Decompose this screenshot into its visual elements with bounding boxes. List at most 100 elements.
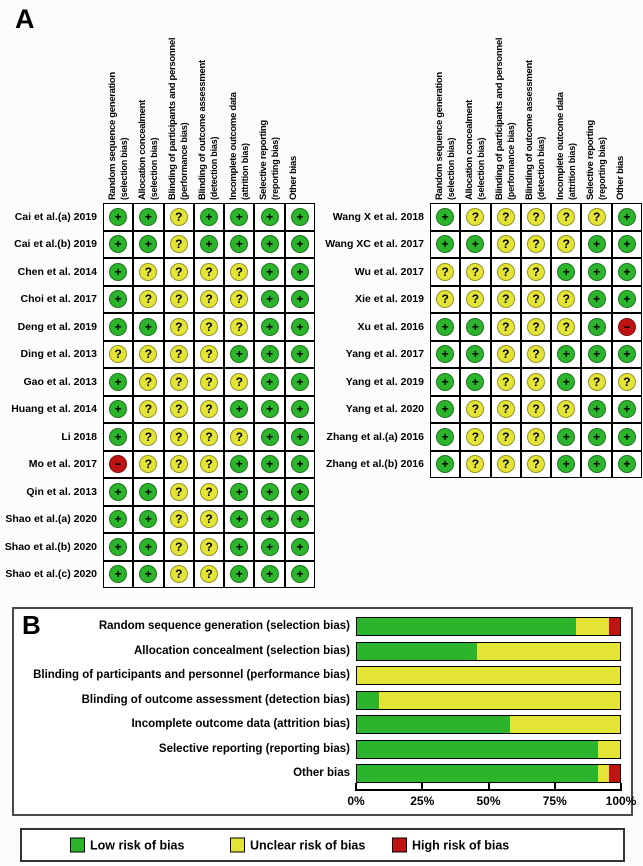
study-label: Huang et al. 2014 xyxy=(11,403,97,416)
column-header-subname: (attrition bias) xyxy=(239,143,250,200)
rating-cell: + xyxy=(460,340,491,368)
rating-circle-unclear: ? xyxy=(169,290,188,309)
rating-cell: + xyxy=(460,313,491,341)
rating-cell: + xyxy=(224,533,255,561)
rating-cell: + xyxy=(103,258,134,286)
rating-cell: + xyxy=(103,533,134,561)
column-header-name: Incomplete outcome data xyxy=(554,92,566,200)
study-row: Zhang et al.(a) 2016 +??? + + + xyxy=(317,423,643,451)
rating-cell: + xyxy=(581,423,612,451)
rating-cell: ? xyxy=(520,203,552,231)
rating-circle-unclear: ? xyxy=(557,317,576,336)
rating-circle-low: + xyxy=(230,235,249,254)
study-label: Qin et al. 2013 xyxy=(26,485,97,498)
x-axis-tick-label: 0% xyxy=(347,794,365,808)
rating-circle-low: + xyxy=(260,455,279,474)
rating-circle-unclear: ? xyxy=(200,565,219,584)
rating-cell: ? xyxy=(490,230,521,258)
rating-circle-low: + xyxy=(109,207,128,226)
rating-circle-low: + xyxy=(587,290,606,309)
rating-circle-unclear: ? xyxy=(496,372,515,391)
rating-cell: + xyxy=(254,423,285,451)
study-row: Qin et al. 2013 + +?? + + + xyxy=(3,478,316,506)
rating-cell: + xyxy=(224,230,255,258)
rating-circle-unclear: ? xyxy=(617,372,636,391)
rating-circle-low: + xyxy=(290,565,309,584)
study-row: Ding et al. 2013???? + + + xyxy=(3,340,316,368)
rating-circle-unclear: ? xyxy=(139,427,158,446)
column-header-subname: (reporting bias) xyxy=(597,137,607,200)
rating-cell: ? xyxy=(460,450,491,478)
study-row: Choi et al. 2017 +???? + + xyxy=(3,285,316,313)
rating-cell: + xyxy=(103,285,134,313)
study-row: Cai et al.(a) 2019 + +? + + + + xyxy=(3,203,316,231)
rating-circle-unclear: ? xyxy=(496,235,515,254)
rating-cell: + xyxy=(224,560,255,588)
rating-cell: ? xyxy=(551,313,582,341)
rating-circle-unclear: ? xyxy=(200,482,219,501)
rating-cell: ? xyxy=(133,258,164,286)
column-header: Random sequence generation (selection bia… xyxy=(107,72,130,200)
panel-b-label: B xyxy=(22,610,41,640)
rating-cell: + xyxy=(460,368,491,396)
bar-label: Blinding of participants and personnel (… xyxy=(33,669,350,681)
rating-circle-unclear: ? xyxy=(200,345,219,364)
rating-circle-low: + xyxy=(139,565,158,584)
rating-cell: ? xyxy=(133,368,164,396)
rating-cell: + xyxy=(254,560,285,588)
rating-cell: ? xyxy=(611,368,643,396)
rating-cell: ? xyxy=(133,450,164,478)
rating-cell: + xyxy=(133,230,164,258)
rating-circle-unclear: ? xyxy=(139,290,158,309)
x-axis-tick xyxy=(421,783,424,791)
column-header: Blinding of participants and personnel (p… xyxy=(494,38,517,200)
rating-circle-low: + xyxy=(230,207,249,226)
column-header-name: Random sequence generation xyxy=(106,72,118,200)
bar-segment-unclear xyxy=(477,642,620,660)
stacked-bar xyxy=(356,715,621,734)
rating-circle-unclear: ? xyxy=(496,262,515,281)
rating-circle-low: + xyxy=(617,455,636,474)
rating-cell: ? xyxy=(490,395,521,423)
x-axis-tick-label: 100% xyxy=(605,794,637,808)
column-header: Other bias xyxy=(615,156,638,200)
rating-circle-low: + xyxy=(230,565,249,584)
study-label: Li 2018 xyxy=(61,430,97,443)
rating-cell: + xyxy=(430,450,461,478)
rating-circle-low: + xyxy=(617,262,636,281)
rating-circle-low: + xyxy=(466,345,485,364)
rating-circle-unclear: ? xyxy=(527,345,546,364)
rating-cell: ? xyxy=(430,285,461,313)
rating-cell: + xyxy=(284,368,316,396)
rating-cell: ? xyxy=(490,203,521,231)
rating-circle-unclear: ? xyxy=(139,400,158,419)
rating-circle-low: + xyxy=(290,510,309,529)
rating-circle-low: + xyxy=(109,317,128,336)
rating-cell: + xyxy=(254,230,285,258)
rating-cell: + xyxy=(284,505,316,533)
column-header-subname: (attrition bias) xyxy=(566,143,577,200)
rating-circle-unclear: ? xyxy=(496,400,515,419)
rating-circle-unclear: ? xyxy=(200,372,219,391)
study-label: Cai et al.(a) 2019 xyxy=(14,210,97,223)
study-row: Deng et al. 2019 + +??? + + xyxy=(3,313,316,341)
rating-cell: + xyxy=(284,285,316,313)
x-axis-tick-label: 75% xyxy=(542,794,567,808)
legend-box: Low risk of bias Unclear risk of bias High… xyxy=(20,828,625,862)
rating-circle-unclear: ? xyxy=(200,317,219,336)
rating-cell: + xyxy=(103,478,134,506)
rating-cell: + xyxy=(224,450,255,478)
study-row: Wang X et al. 2018 +????? + xyxy=(317,203,643,231)
study-label: Wu et al. 2017 xyxy=(354,265,424,278)
rating-circle-low: + xyxy=(617,207,636,226)
rating-cell: + xyxy=(430,340,461,368)
rating-cell: + xyxy=(224,340,255,368)
rating-cell: + xyxy=(581,395,612,423)
column-header-subname: (selection bias) xyxy=(148,137,159,200)
rating-cell: + xyxy=(224,395,255,423)
rating-cell: ? xyxy=(133,285,164,313)
rating-circle-low: + xyxy=(200,235,219,254)
legend-label: High risk of bias xyxy=(412,838,510,852)
rating-circle-low: + xyxy=(290,482,309,501)
rating-cell: + xyxy=(551,450,582,478)
